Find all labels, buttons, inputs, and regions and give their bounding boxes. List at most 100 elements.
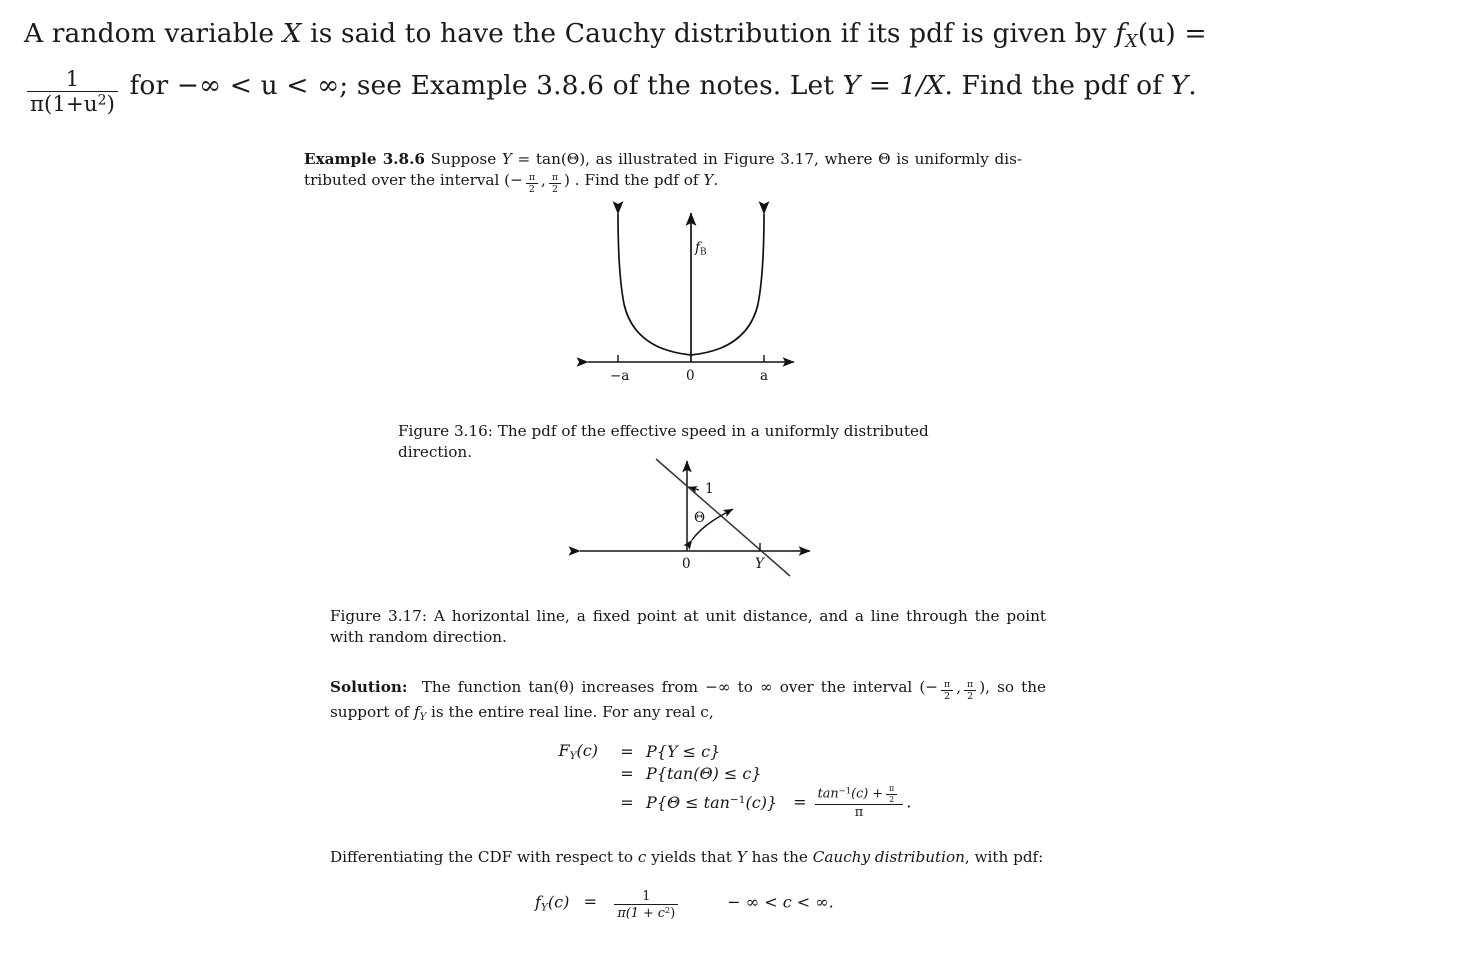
solution-interval-left-num: π bbox=[944, 678, 951, 690]
solution-label: Solution: bbox=[330, 678, 408, 696]
problem-y-definition: Y = 1/X bbox=[842, 70, 945, 102]
cdf-row-1: FY(c) = P{Y ≤ c} bbox=[512, 740, 911, 763]
problem-line-1: A random variable X is said to have the … bbox=[24, 12, 1404, 64]
example-text-b: = tan(Θ), as illustrated in Figure 3.17,… bbox=[517, 150, 1023, 168]
solution-interval-right-num: π bbox=[967, 678, 974, 690]
pdf-denominator-b: ) bbox=[670, 905, 676, 921]
interval-right-den: 2 bbox=[548, 182, 562, 195]
density-curve-left bbox=[612, 201, 692, 356]
arctan-exponent: −1 bbox=[838, 785, 852, 796]
solution-interval-right-den: 2 bbox=[964, 689, 977, 702]
figure-3-16-svg bbox=[576, 201, 795, 367]
example-heading: Example 3.8.6 Suppose Y = tan(Θ), as ill… bbox=[304, 149, 1022, 195]
denominator-exponent: 2 bbox=[97, 91, 107, 108]
pdf-denominator-exponent: 2 bbox=[664, 904, 671, 915]
cdf-row-1-spacer bbox=[777, 740, 911, 763]
pdf-lhs-f: f bbox=[535, 892, 541, 912]
problem-var-x: X bbox=[282, 18, 302, 49]
figure-3-17-caption-line-1: Figure 3.17: A horizontal line, a fixed … bbox=[330, 607, 1046, 646]
cdf-rhs-3-exponent: −1 bbox=[729, 794, 746, 807]
cdf-rhs-2-text: P{tan(Θ) ≤ c} bbox=[646, 764, 762, 784]
cdf-row-2-blank bbox=[512, 763, 612, 784]
x-tick-label-minus-a: −a bbox=[610, 368, 630, 384]
problem-text-c: for −∞ < u < ∞; see Example 3.8.6 of the… bbox=[129, 70, 835, 102]
cdf-equals-1: = bbox=[620, 742, 634, 762]
cdf-row-3-blank bbox=[512, 784, 612, 821]
denominator-text-b: ) bbox=[106, 90, 115, 116]
pdf-cauchy-fraction: 1 π(1 + c2) bbox=[614, 889, 679, 921]
cdf-final-expression: = tan−1(c) + π 2 π . bbox=[777, 784, 911, 821]
problem-line-2: 1 π(1+u2) for −∞ < u < ∞; see Example 3.8… bbox=[24, 64, 1404, 115]
denominator-text-a: π(1+u bbox=[30, 90, 98, 116]
theta-label: Θ bbox=[694, 510, 706, 526]
theta-angle-arc bbox=[683, 508, 734, 551]
cdf-row-2: = P{tan(Θ) ≤ c} bbox=[512, 763, 911, 784]
solution-pdf-subscript: Y bbox=[419, 712, 427, 723]
arctan-tan: tan bbox=[817, 786, 839, 802]
problem-var-y: Y bbox=[1170, 70, 1189, 102]
final-pdf-equation: fY(c) = 1 π(1 + c2) − ∞ < c < ∞. bbox=[535, 890, 834, 921]
x-tick-label-origin: 0 bbox=[686, 368, 695, 384]
example-text-d: ) . Find the pdf of bbox=[564, 171, 699, 189]
cdf-equals-4: = bbox=[793, 792, 807, 812]
density-label-subscript: B bbox=[700, 247, 707, 258]
diff-text-b: yields that bbox=[651, 848, 732, 866]
solution-paragraph: Solution: The function tan(θ) increases … bbox=[330, 677, 1046, 728]
pdf-lhs-subscript: Y bbox=[540, 901, 548, 914]
cdf-rhs-1-text: P{Y ≤ c} bbox=[646, 742, 721, 762]
cdf-lhs-subscript: Y bbox=[569, 750, 577, 763]
cauchy-density-fraction: 1 π(1+u2) bbox=[27, 67, 118, 116]
problem-text-a: A random variable bbox=[24, 18, 275, 49]
solution-interval-comma: , bbox=[956, 678, 962, 696]
pdf-range: − ∞ < c < ∞. bbox=[727, 892, 834, 912]
example-text-a: Suppose bbox=[430, 150, 497, 168]
density-label-f: f bbox=[695, 240, 700, 256]
cdf-final-period: . bbox=[906, 792, 912, 812]
figure-3-17-svg bbox=[568, 458, 811, 577]
origin-label: 0 bbox=[682, 556, 691, 572]
y-point-label: Y bbox=[755, 556, 764, 572]
interval-left-den: 2 bbox=[525, 182, 539, 195]
cdf-rhs-2: P{tan(Θ) ≤ c} bbox=[642, 763, 777, 784]
fraction-denominator: π(1+u2) bbox=[27, 90, 118, 116]
cdf-derivation-block: FY(c) = P{Y ≤ c} = P{tan(Θ) ≤ c} = P{Θ ≤… bbox=[512, 740, 911, 821]
solution-text-d: is the entire real line. For any real c, bbox=[431, 703, 714, 721]
problem-text-d: . Find the pdf of bbox=[944, 70, 1163, 102]
cdf-rhs-3: P{Θ ≤ tan−1(c)} bbox=[642, 784, 777, 821]
solution-text-a: The function tan(θ) increases from −∞ to… bbox=[421, 678, 939, 696]
pdf-fraction-numerator: 1 bbox=[642, 889, 651, 904]
problem-pdf-subscript: X bbox=[1125, 32, 1138, 53]
arctan-numerator: tan−1(c) + π 2 bbox=[815, 785, 904, 804]
figure-3-17: 1 Θ 0 Y bbox=[566, 445, 826, 590]
cdf-lhs: FY(c) bbox=[512, 740, 612, 763]
diff-text-d: , with pdf: bbox=[964, 848, 1044, 866]
unit-point-pointer bbox=[688, 486, 700, 493]
solution-pdf-f: f bbox=[413, 703, 420, 721]
interval-right-num: π bbox=[551, 171, 559, 183]
random-direction-line bbox=[655, 458, 791, 577]
half-pi-den: 2 bbox=[886, 793, 898, 805]
solution-text-b: ), so the support bbox=[330, 678, 1046, 721]
interval-left-num: π bbox=[528, 171, 536, 183]
pdf-denominator-a: π(1 + c bbox=[617, 905, 665, 921]
cdf-lhs-arg: (c) bbox=[576, 741, 598, 760]
example-var-y: Y bbox=[501, 150, 512, 168]
diff-cauchy-distribution: Cauchy distribution bbox=[812, 848, 965, 866]
problem-text-b: is said to have the Cauchy distribution … bbox=[310, 18, 1107, 49]
cdf-equals-2: = bbox=[620, 764, 634, 784]
interval-comma: , bbox=[541, 171, 546, 189]
pdf-fraction-denominator: π(1 + c2) bbox=[614, 903, 679, 921]
diff-text-c: has the bbox=[751, 848, 808, 866]
figure-3-17-caption-line-2: random direction. bbox=[368, 628, 507, 646]
unit-point-label: 1 bbox=[705, 481, 714, 497]
example-text-c: tributed over the interval (− bbox=[304, 171, 523, 189]
pdf-equals: = bbox=[583, 892, 598, 912]
cdf-equation-table: FY(c) = P{Y ≤ c} = P{tan(Θ) ≤ c} = P{Θ ≤… bbox=[512, 740, 911, 821]
example-number: Example 3.8.6 bbox=[304, 150, 425, 168]
